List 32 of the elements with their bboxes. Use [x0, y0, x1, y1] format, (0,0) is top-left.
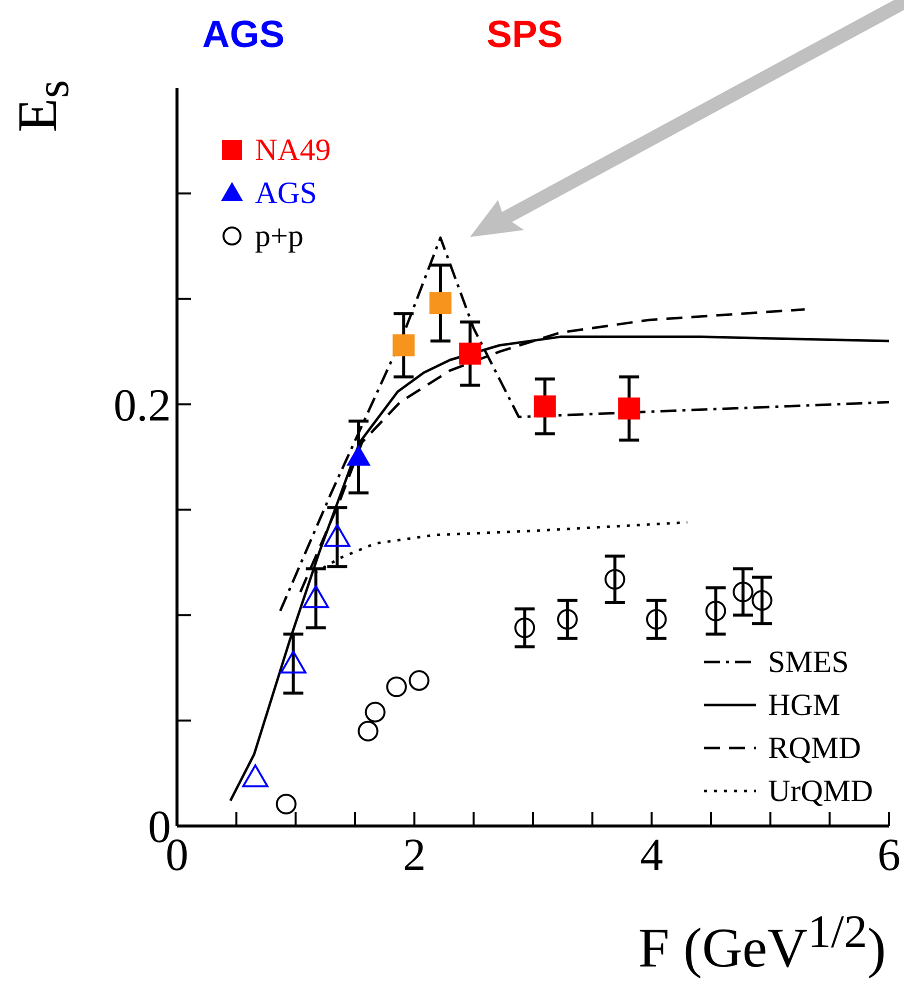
point — [276, 794, 297, 814]
legend-label: p+p — [255, 217, 304, 255]
point — [557, 609, 578, 630]
x-axis-title: F (GeV$^{1/2}$) — [638, 905, 886, 981]
legend-label: AGS — [255, 174, 318, 212]
legend-label: HGM — [768, 686, 840, 724]
text: AGS — [201, 14, 286, 57]
x-tick-label: 6 — [878, 829, 900, 880]
legend-label: RQMD — [768, 729, 861, 767]
text: SPS — [486, 14, 564, 57]
point — [392, 334, 415, 356]
x-tick-label: 4 — [640, 829, 664, 880]
point — [302, 585, 329, 608]
point — [459, 342, 482, 365]
point — [604, 568, 626, 590]
point — [618, 398, 640, 420]
legend-label: SMES — [768, 643, 849, 681]
point — [646, 609, 667, 630]
y-tick-label: 0.2 — [114, 379, 171, 430]
point — [732, 582, 754, 602]
point — [514, 617, 536, 638]
legend-label: NA49 — [255, 131, 331, 169]
point — [358, 720, 378, 742]
point — [534, 395, 556, 418]
x-tick-label: 2 — [402, 829, 426, 880]
point — [752, 590, 772, 611]
legend-label: UrQMD — [768, 772, 873, 810]
point — [364, 702, 386, 722]
point — [705, 600, 726, 622]
point — [386, 676, 407, 698]
point — [408, 670, 430, 691]
point — [429, 292, 452, 314]
